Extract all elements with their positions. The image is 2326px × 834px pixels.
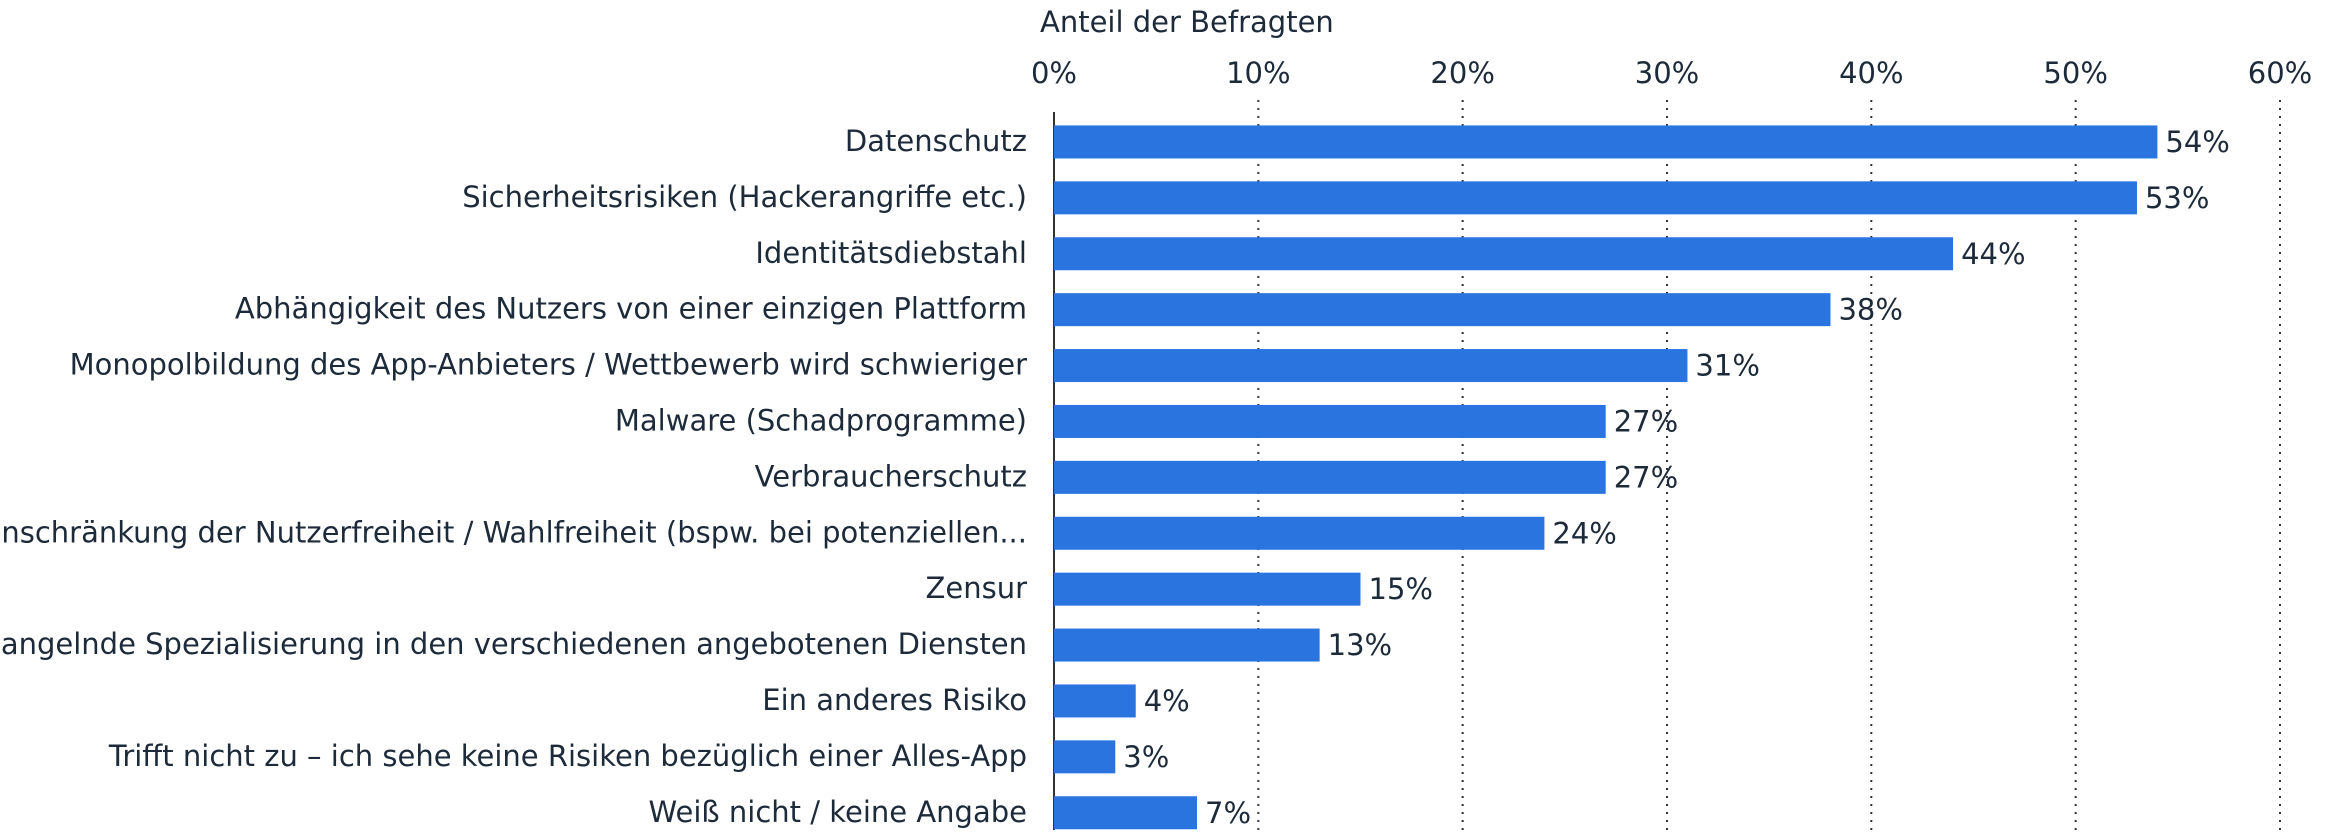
bar — [1054, 293, 1831, 327]
x-tick-label: 20% — [1430, 56, 1494, 90]
axis-label: Anteil der Befragten — [1040, 5, 1334, 39]
x-tick-label: 10% — [1226, 56, 1290, 90]
bar — [1054, 125, 2158, 159]
bar — [1054, 404, 1606, 438]
value-label: 15% — [1369, 572, 1433, 606]
value-label: 54% — [2165, 125, 2229, 159]
bar — [1054, 796, 1198, 830]
value-label: 7% — [1205, 796, 1251, 830]
bar — [1054, 237, 1954, 271]
bar — [1054, 516, 1545, 550]
value-label: 4% — [1144, 684, 1190, 718]
value-label: 31% — [1695, 349, 1759, 383]
bar — [1054, 684, 1136, 718]
y-tick-label: Ein anderes Risiko — [762, 683, 1027, 717]
y-tick-label: Mangelnde Spezialisierung in den verschi… — [0, 627, 1027, 661]
value-label: 3% — [1123, 740, 1169, 774]
bar — [1054, 572, 1361, 606]
y-tick-label: Malware (Schadprogramme) — [615, 403, 1027, 437]
x-tick-label: 50% — [2043, 56, 2107, 90]
y-tick-label: Abhängigkeit des Nutzers von einer einzi… — [235, 292, 1027, 326]
x-tick-label: 30% — [1635, 56, 1699, 90]
value-label: 13% — [1328, 628, 1392, 662]
bar — [1054, 181, 2137, 215]
y-tick-label: Monopolbildung des App-Anbieters / Wettb… — [70, 348, 1027, 382]
x-tick-label: 0% — [1031, 56, 1077, 90]
value-label: 38% — [1838, 293, 1902, 327]
value-label: 27% — [1614, 460, 1678, 494]
y-tick-label: Trifft nicht zu – ich sehe keine Risiken… — [108, 739, 1027, 773]
y-tick-label: Identitätsdiebstahl — [755, 236, 1027, 270]
bar — [1054, 460, 1606, 494]
value-label: 44% — [1961, 237, 2025, 271]
bar — [1054, 740, 1116, 774]
value-label: 24% — [1552, 516, 1616, 550]
x-tick-label: 60% — [2248, 56, 2312, 90]
y-tick-label: Verbraucherschutz — [755, 459, 1027, 493]
y-tick-label: Einschränkung der Nutzerfreiheit / Wahlf… — [0, 515, 1027, 549]
bar — [1054, 628, 1320, 662]
y-tick-label: Weiß nicht / keine Angabe — [649, 795, 1027, 829]
x-tick-label: 40% — [1839, 56, 1903, 90]
value-label: 27% — [1614, 404, 1678, 438]
y-tick-label: Datenschutz — [845, 124, 1027, 158]
y-tick-label: Zensur — [926, 571, 1028, 605]
y-tick-label: Sicherheitsrisiken (Hackerangriffe etc.) — [462, 180, 1027, 214]
bar — [1054, 349, 1688, 383]
value-label: 53% — [2145, 181, 2209, 215]
